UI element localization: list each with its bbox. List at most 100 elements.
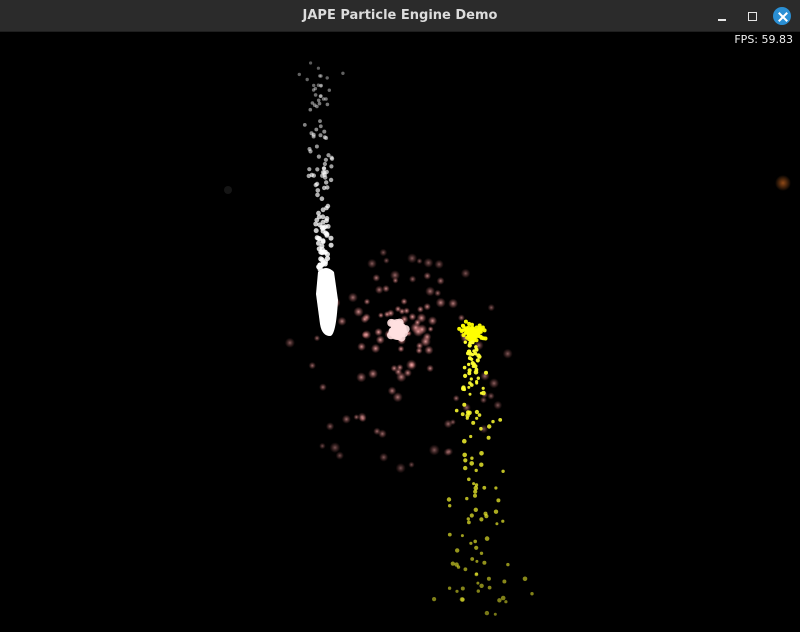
white-particle — [316, 154, 321, 159]
yellow-particle — [474, 409, 479, 415]
yellow-particle — [467, 321, 472, 326]
minimize-button[interactable] — [712, 6, 732, 26]
yellow-particle — [446, 497, 452, 502]
white-particle — [325, 102, 330, 107]
yellow-particle — [473, 493, 477, 498]
yellow-particle — [476, 353, 481, 358]
pink-particle — [378, 429, 387, 439]
yellow-particle — [473, 507, 478, 512]
white-particle — [307, 167, 312, 172]
white-particle — [320, 219, 326, 225]
white-particle — [322, 261, 328, 267]
pink-particle — [400, 298, 408, 305]
white-emitter-particles — [297, 61, 345, 336]
white-particle — [311, 173, 316, 178]
yellow-particle — [473, 485, 479, 491]
yellow-particle — [482, 485, 487, 490]
yellow-particle — [470, 361, 475, 366]
white-particle — [311, 88, 316, 92]
yellow-particle — [487, 585, 492, 590]
white-particle — [315, 188, 321, 193]
pink-particle — [394, 367, 403, 376]
pink-particle — [423, 302, 432, 311]
yellow-particle — [500, 595, 506, 601]
white-particle — [318, 124, 323, 129]
yellow-particle — [469, 513, 474, 518]
yellow-particle — [491, 419, 495, 424]
pink-particle — [353, 306, 364, 317]
yellow-particle — [506, 562, 510, 567]
yellow-particle — [470, 353, 475, 357]
white-particle — [317, 101, 322, 106]
pink-particle — [408, 275, 417, 283]
pink-particle — [375, 335, 385, 345]
white-particle — [324, 251, 330, 257]
pink-particle — [425, 286, 436, 297]
white-particle — [307, 147, 312, 151]
pink-particle — [353, 414, 360, 421]
yellow-particle — [479, 517, 484, 522]
yellow-particle — [493, 509, 499, 514]
pink-particle — [360, 315, 369, 324]
white-particle — [322, 166, 327, 171]
white-particle — [315, 167, 320, 172]
yellow-particle — [463, 567, 468, 572]
yellow-particle — [475, 572, 478, 576]
yellow-particle — [463, 465, 468, 471]
pink-particle — [423, 257, 434, 268]
white-particle — [312, 103, 317, 107]
yellow-particle — [469, 434, 473, 439]
white-particle — [318, 262, 324, 268]
yellow-particle — [466, 333, 471, 338]
yellow-particle — [463, 458, 468, 463]
close-button[interactable] — [772, 6, 792, 26]
pink-particle — [502, 348, 513, 359]
white-particle — [318, 94, 323, 98]
yellow-particle — [470, 557, 475, 561]
yellow-particle — [482, 560, 487, 565]
yellow-particle — [463, 327, 468, 332]
white-particle — [329, 164, 334, 169]
yellow-particle — [474, 545, 479, 550]
yellow-particle — [455, 548, 460, 553]
yellow-particle — [476, 581, 480, 585]
white-particle — [315, 192, 320, 198]
pink-core-particle — [393, 319, 401, 327]
yellow-particle — [498, 418, 503, 422]
yellow-particle — [463, 373, 468, 378]
yellow-particle — [493, 612, 497, 616]
yellow-particle — [481, 390, 486, 396]
maximize-button[interactable] — [742, 6, 762, 26]
pink-particle — [408, 461, 415, 468]
yellow-particle — [463, 340, 467, 344]
pink-particle — [357, 412, 367, 422]
white-particle — [316, 98, 321, 103]
pink-particle — [407, 253, 418, 264]
fps-counter: FPS: 59.83 — [734, 33, 793, 46]
title-bar[interactable]: JAPE Particle Engine Demo — [0, 0, 800, 32]
pink-particle — [394, 305, 402, 313]
yellow-particle — [461, 333, 466, 338]
pink-particle — [382, 284, 390, 293]
pink-particle — [392, 277, 399, 284]
yellow-emitter-particles — [432, 319, 534, 616]
yellow-particle — [471, 420, 476, 425]
pink-particle — [379, 452, 389, 462]
pink-particle — [386, 309, 395, 318]
white-particle — [319, 294, 325, 300]
white-particle — [328, 242, 334, 248]
yellow-particle — [475, 381, 479, 385]
yellow-particle — [473, 351, 478, 356]
pink-particle — [416, 258, 423, 265]
yellow-particle — [477, 323, 482, 328]
white-particle — [313, 228, 319, 234]
yellow-particle — [467, 356, 472, 361]
white-particle — [322, 185, 327, 191]
particle-canvas[interactable] — [0, 32, 800, 632]
yellow-particle — [466, 351, 470, 356]
yellow-particle — [477, 326, 482, 331]
white-particle — [306, 173, 311, 179]
white-particle — [313, 93, 318, 97]
white-particle — [324, 205, 329, 211]
yellow-particle — [450, 561, 455, 566]
